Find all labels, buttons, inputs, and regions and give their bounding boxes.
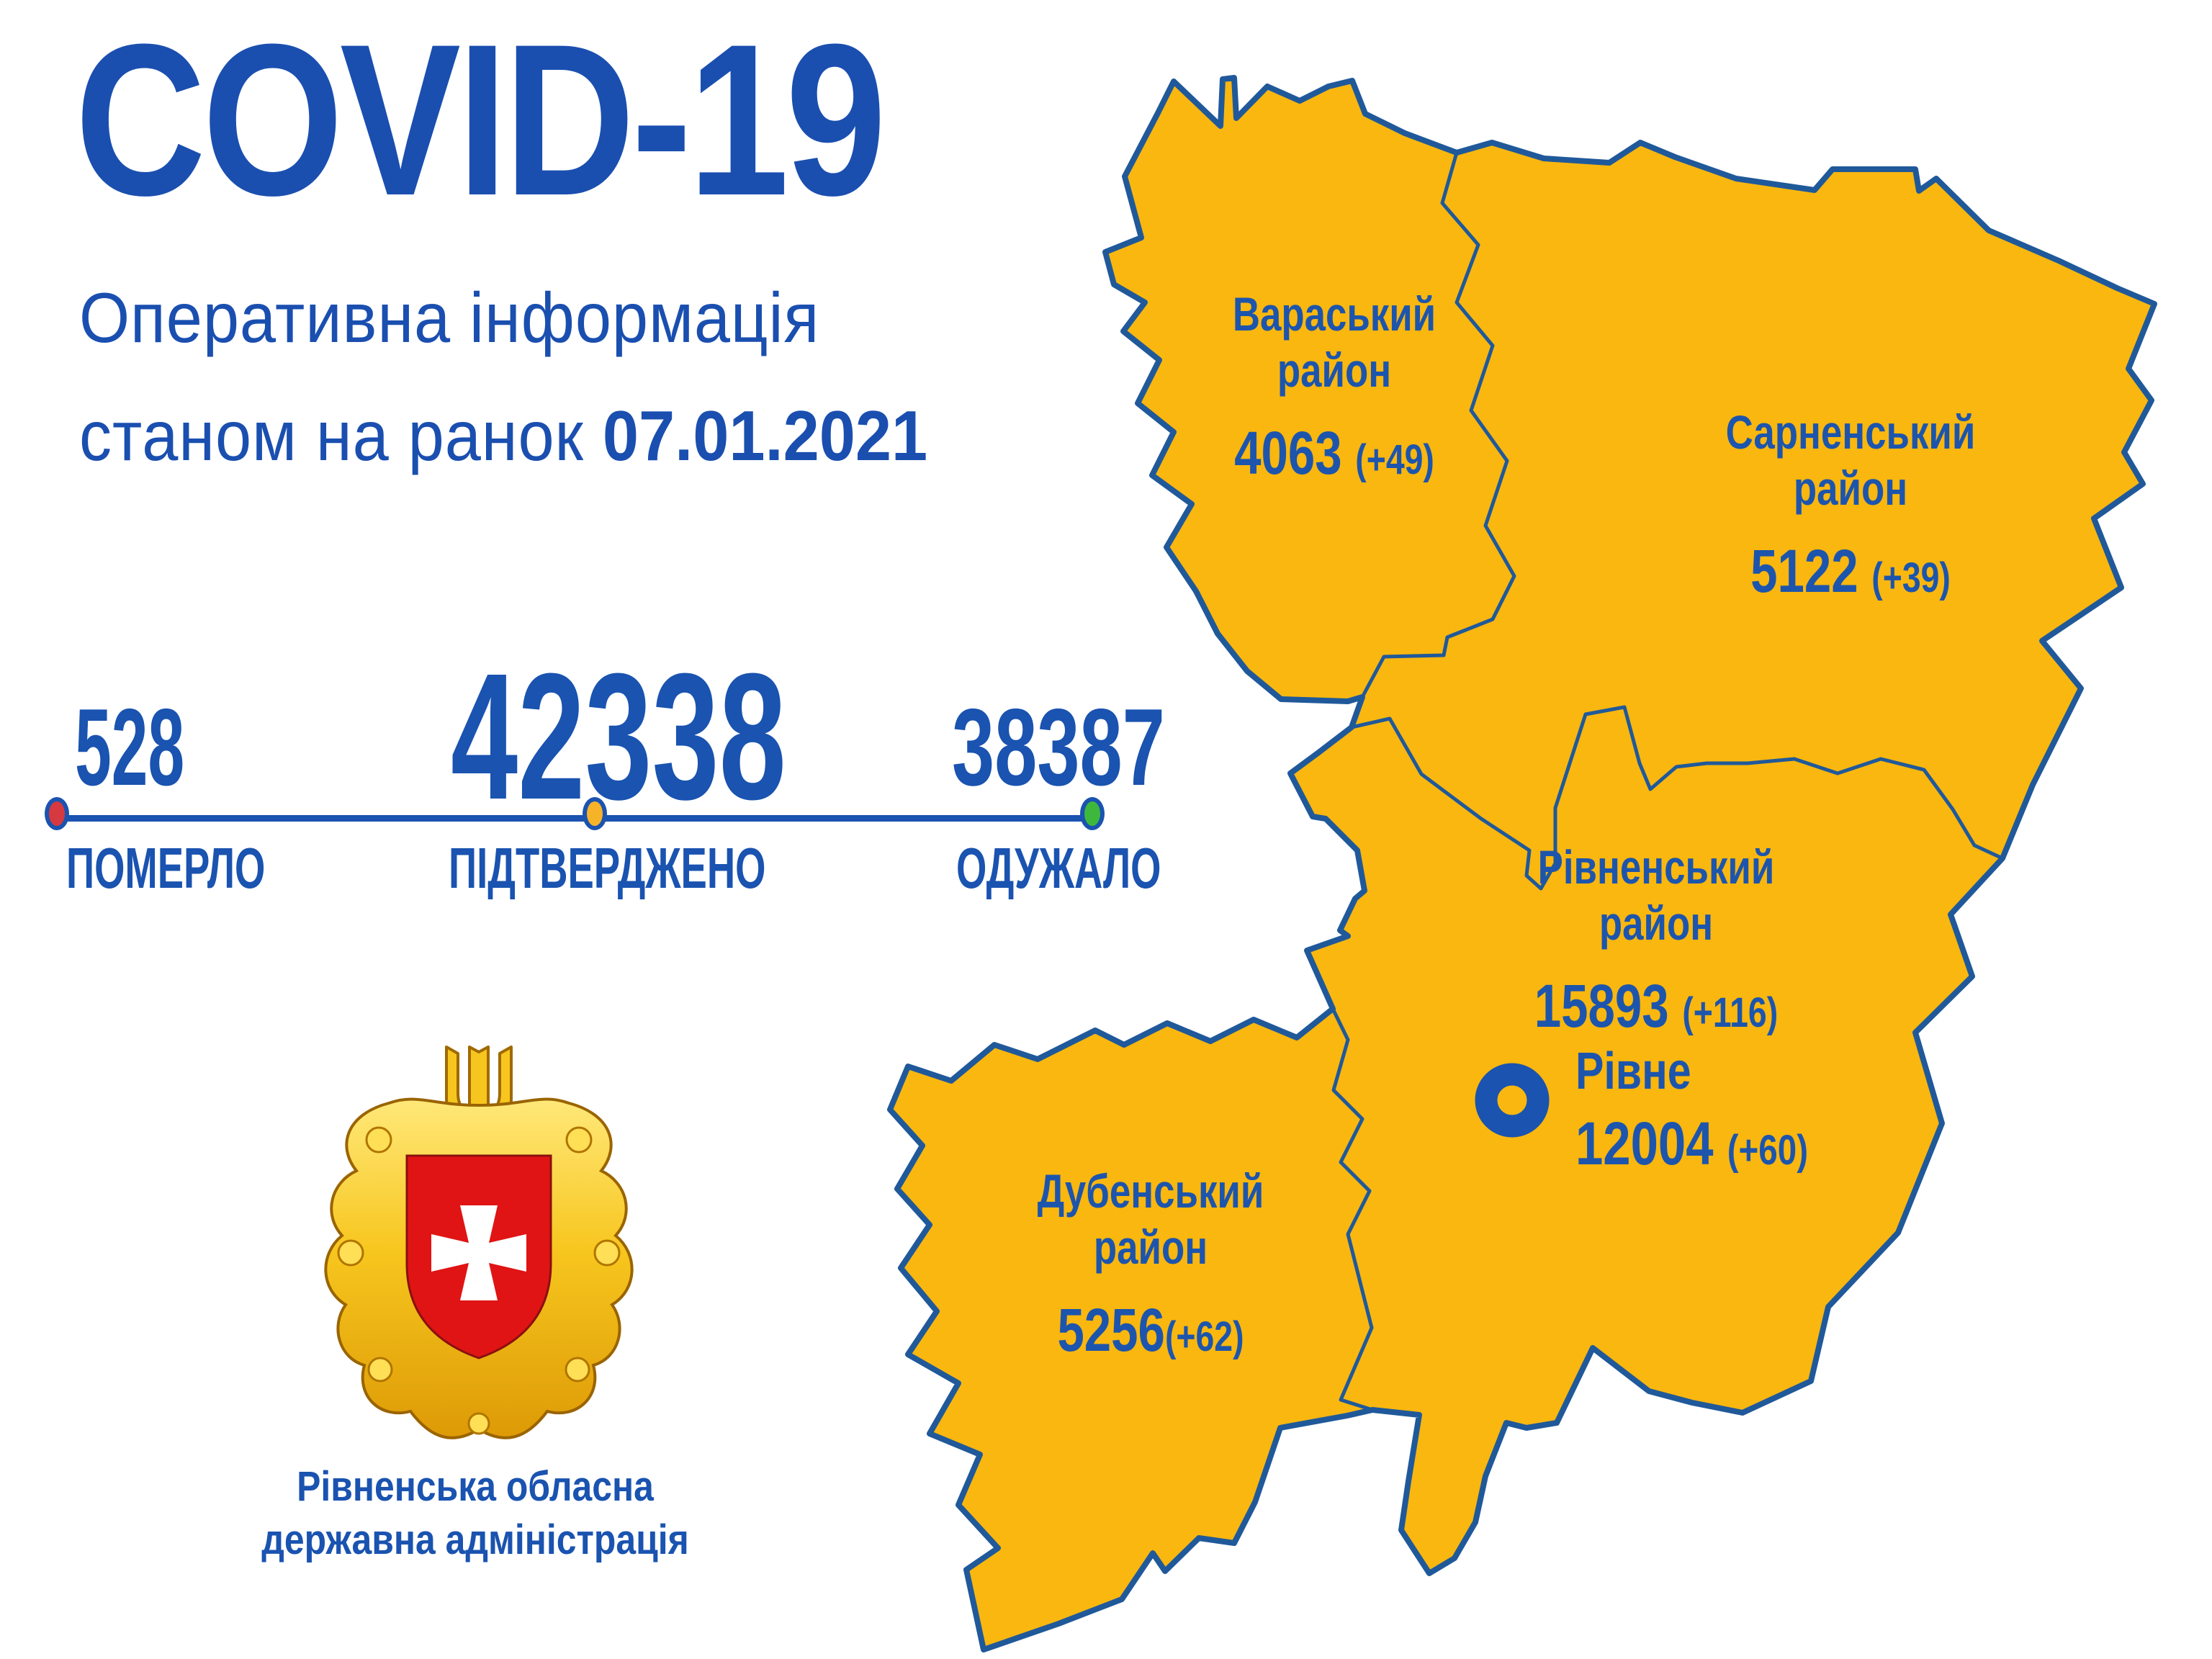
- subtitle-line2: станом на ранок 07.01.2021: [79, 400, 927, 471]
- stats-axis-line: [58, 815, 1097, 822]
- oblast-map: [880, 32, 2212, 1659]
- stat-recovered-value: 38387: [952, 686, 1165, 809]
- border-dubno-rivne: [1331, 1007, 1375, 1412]
- stat-died-label: ПОМЕРЛО: [66, 836, 266, 900]
- border-varash-sarny: [1360, 150, 1516, 699]
- report-date: 07.01.2021: [602, 396, 928, 475]
- district-name: район: [1093, 1220, 1208, 1274]
- district-name: Вараський: [1232, 287, 1437, 341]
- stat-confirmed-label: ПІДТВЕРДЖЕНО: [449, 836, 766, 900]
- scroll-ornament: [467, 1412, 490, 1435]
- organization-line2: державна адміністрація: [261, 1516, 689, 1564]
- organization-line1: Рівненська обласна: [297, 1463, 654, 1510]
- scroll-ornament: [565, 1357, 590, 1382]
- scroll-ornament: [593, 1239, 621, 1267]
- stat-recovered-label: ОДУЖАЛО: [956, 836, 1161, 900]
- district-value: 5122: [1750, 536, 1858, 605]
- district-value: 5256: [1057, 1295, 1165, 1364]
- district-delta: (+49): [1355, 436, 1434, 483]
- subtitle-text: станом на ранок: [79, 396, 584, 475]
- district-value: 15893: [1534, 971, 1669, 1040]
- district-label-dubenskyi: Дубенський район 5256(+62): [1001, 1164, 1300, 1366]
- oblast-outline: [887, 75, 2157, 1653]
- city-value: 12004: [1575, 1110, 1714, 1177]
- subtitle-line1: Оперативна інформація: [79, 278, 820, 357]
- district-name: Дубенський: [1037, 1164, 1264, 1218]
- border-sarny-rivne: [1349, 705, 2005, 891]
- stat-confirmed-value: 42338: [451, 636, 786, 837]
- district-delta: (+62): [1164, 1313, 1244, 1360]
- confirmed-dot-icon: [583, 797, 607, 830]
- district-label-rivnenskyi: Рівненський район 15893 (+116): [1506, 840, 1806, 1042]
- cross-pattee-icon: [431, 1205, 526, 1300]
- district-value: 4063: [1234, 418, 1342, 487]
- scroll-ornament: [565, 1126, 593, 1154]
- died-dot-icon: [45, 797, 69, 830]
- scroll-ornament: [367, 1357, 393, 1382]
- district-name: Сарненський: [1725, 405, 1976, 459]
- district-name: Рівненський: [1537, 840, 1775, 894]
- district-name: район: [1599, 896, 1714, 950]
- district-name: район: [1793, 461, 1908, 515]
- city-label-rivne: Рівне 12004 (+60): [1575, 1046, 1906, 1174]
- rivne-city-marker: [1475, 1063, 1550, 1138]
- organization-name: Рівненська обласна державна адміністраці…: [252, 1460, 698, 1567]
- district-label-sarnenskyi: Сарненський район 5122 (+39): [1701, 405, 2000, 607]
- city-delta: (+60): [1727, 1127, 1809, 1174]
- scroll-ornament: [337, 1239, 364, 1267]
- city-name: Рівне: [1575, 1043, 1691, 1100]
- recovered-dot-icon: [1080, 797, 1105, 830]
- district-delta: (+39): [1871, 554, 1951, 601]
- rivne-coat-of-arms: [310, 1037, 648, 1447]
- page-title: COVID-19: [75, 0, 886, 240]
- district-delta: (+116): [1682, 989, 1779, 1036]
- district-name: район: [1277, 343, 1392, 397]
- district-label-varaskyi: Вараський район 4063 (+49): [1184, 287, 1484, 489]
- scroll-ornament: [365, 1126, 392, 1154]
- stat-died-value: 528: [75, 686, 185, 809]
